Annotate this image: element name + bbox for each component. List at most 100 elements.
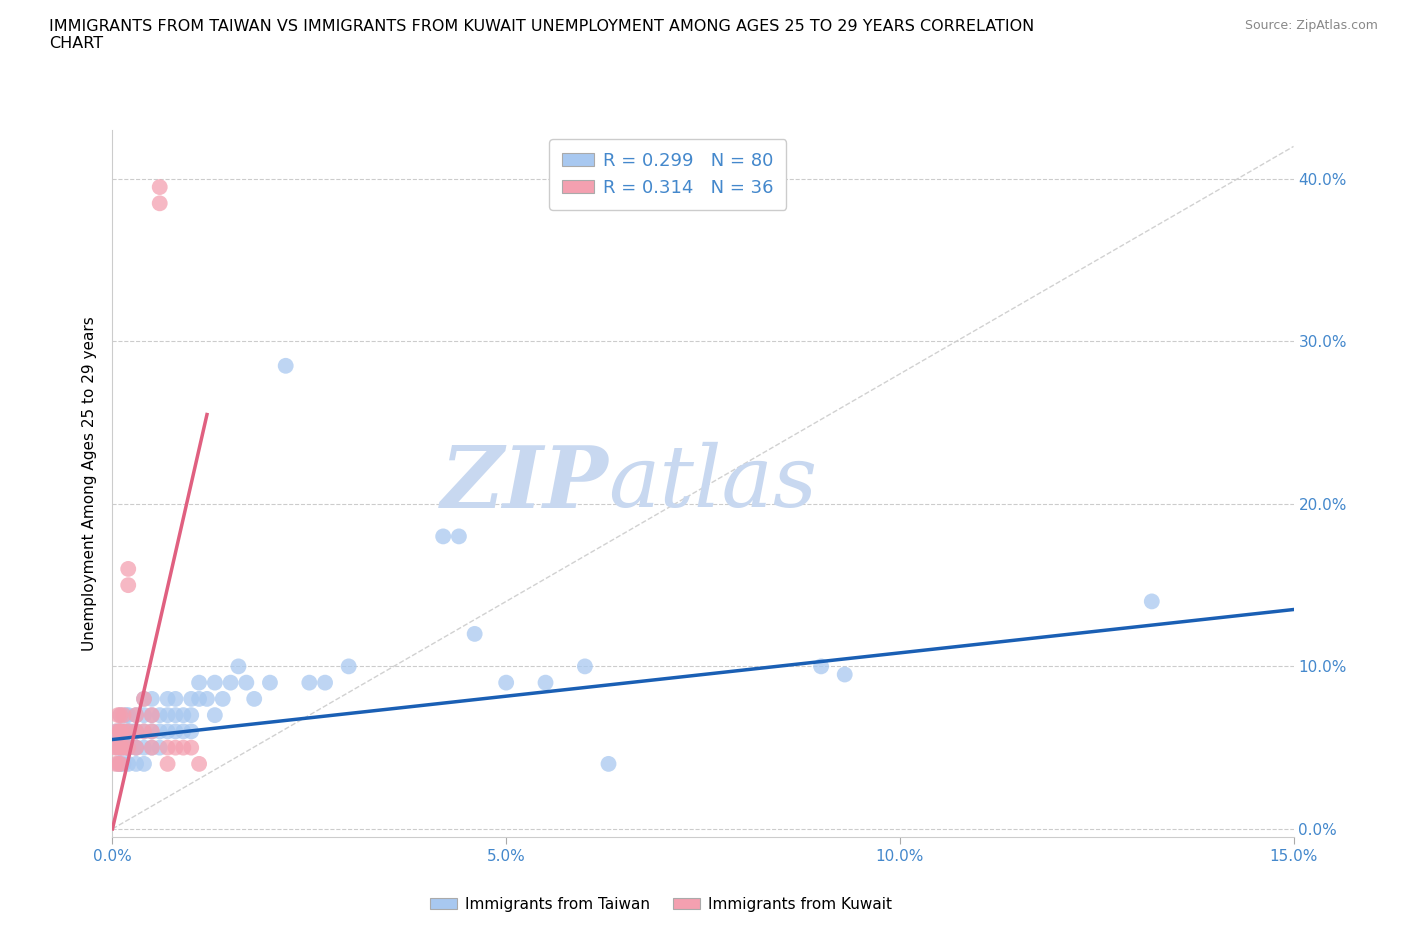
Point — [117, 740, 139, 755]
Point — [117, 724, 139, 738]
Point — [111, 740, 134, 755]
Point — [112, 724, 135, 738]
Point — [117, 740, 139, 755]
Point — [188, 691, 211, 706]
Point — [188, 675, 211, 690]
Point — [115, 708, 138, 723]
Point — [117, 724, 139, 738]
Point — [141, 740, 163, 755]
Point — [110, 724, 132, 738]
Text: atlas: atlas — [609, 443, 818, 525]
Point — [211, 691, 233, 706]
Point — [180, 691, 202, 706]
Point — [132, 691, 155, 706]
Point — [172, 740, 194, 755]
Point — [243, 691, 266, 706]
Point — [104, 740, 127, 755]
Point — [141, 708, 163, 723]
Point — [259, 675, 281, 690]
Point — [141, 724, 163, 738]
Point — [165, 724, 187, 738]
Legend: Immigrants from Taiwan, Immigrants from Kuwait: Immigrants from Taiwan, Immigrants from … — [423, 891, 898, 918]
Text: IMMIGRANTS FROM TAIWAN VS IMMIGRANTS FROM KUWAIT UNEMPLOYMENT AMONG AGES 25 TO 2: IMMIGRANTS FROM TAIWAN VS IMMIGRANTS FRO… — [49, 19, 1035, 51]
Point — [432, 529, 454, 544]
Point — [112, 724, 135, 738]
Point — [117, 724, 139, 738]
Point — [165, 740, 187, 755]
Point — [598, 756, 620, 771]
Point — [810, 659, 832, 674]
Point — [149, 740, 172, 755]
Point — [132, 691, 155, 706]
Point — [108, 724, 131, 738]
Point — [149, 179, 172, 194]
Point — [107, 756, 129, 771]
Point — [180, 740, 202, 755]
Point — [125, 708, 148, 723]
Point — [112, 708, 135, 723]
Point — [132, 724, 155, 738]
Point — [1140, 594, 1163, 609]
Point — [337, 659, 360, 674]
Point — [107, 756, 129, 771]
Point — [149, 724, 172, 738]
Point — [141, 740, 163, 755]
Point — [110, 740, 132, 755]
Point — [172, 708, 194, 723]
Point — [114, 740, 136, 755]
Point — [156, 740, 179, 755]
Point — [156, 691, 179, 706]
Point — [180, 724, 202, 738]
Point — [125, 740, 148, 755]
Point — [149, 196, 172, 211]
Point — [117, 724, 139, 738]
Point — [110, 724, 132, 738]
Text: ZIP: ZIP — [440, 442, 609, 525]
Point — [125, 724, 148, 738]
Point — [156, 724, 179, 738]
Point — [107, 708, 129, 723]
Point — [156, 708, 179, 723]
Point — [125, 756, 148, 771]
Point — [117, 562, 139, 577]
Point — [110, 708, 132, 723]
Point — [235, 675, 257, 690]
Point — [125, 740, 148, 755]
Point — [105, 740, 128, 755]
Point — [110, 740, 132, 755]
Point — [141, 691, 163, 706]
Point — [534, 675, 557, 690]
Point — [132, 740, 155, 755]
Point — [228, 659, 250, 674]
Point — [195, 691, 218, 706]
Point — [110, 708, 132, 723]
Point — [110, 724, 132, 738]
Point — [495, 675, 517, 690]
Point — [117, 708, 139, 723]
Point — [834, 667, 856, 682]
Point — [125, 724, 148, 738]
Point — [107, 724, 129, 738]
Point — [117, 740, 139, 755]
Point — [132, 724, 155, 738]
Point — [204, 675, 226, 690]
Point — [114, 740, 136, 755]
Point — [204, 708, 226, 723]
Point — [125, 724, 148, 738]
Point — [125, 708, 148, 723]
Point — [132, 756, 155, 771]
Point — [172, 724, 194, 738]
Point — [110, 756, 132, 771]
Point — [110, 756, 132, 771]
Point — [105, 724, 128, 738]
Point — [188, 756, 211, 771]
Point — [117, 578, 139, 592]
Point — [105, 740, 128, 755]
Point — [108, 740, 131, 755]
Point — [125, 740, 148, 755]
Point — [110, 740, 132, 755]
Point — [115, 740, 138, 755]
Point — [104, 756, 127, 771]
Y-axis label: Unemployment Among Ages 25 to 29 years: Unemployment Among Ages 25 to 29 years — [82, 316, 97, 651]
Point — [314, 675, 336, 690]
